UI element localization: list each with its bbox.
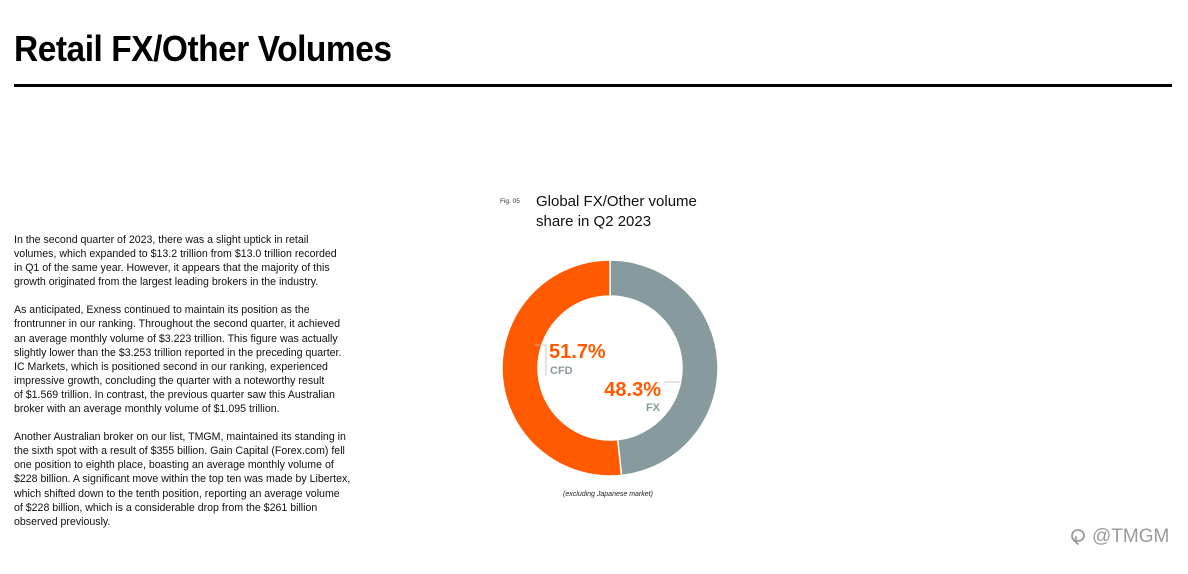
fx-slice: [609, 259, 719, 477]
cfd-leader-line: [535, 344, 547, 376]
figure-footnote: (excluding Japanese market): [563, 491, 653, 498]
article-body: In the second quarter of 2023, there was…: [14, 233, 386, 543]
watermark-text: @TMGM: [1092, 526, 1170, 547]
social-logo-icon: [1071, 529, 1085, 545]
paragraph-2: As anticipated, Exness continued to main…: [14, 304, 342, 416]
cfd-value-label: 51.7%: [549, 341, 606, 363]
donut-chart: 51.7% CFD 48.3% FX: [501, 259, 719, 477]
cfd-slice: [501, 259, 623, 477]
fx-value-label: 48.3%: [604, 379, 661, 401]
paragraph-1: In the second quarter of 2023, there was…: [14, 234, 337, 289]
figure-title: Global FX/Other volume share in Q2 2023: [536, 193, 697, 230]
cfd-name-label: CFD: [550, 365, 573, 377]
page-title: Retail FX/Other Volumes: [14, 28, 392, 69]
fx-name-label: FX: [646, 402, 661, 414]
paragraph-3: Another Australian broker on our list, T…: [14, 431, 351, 528]
watermark: @TMGM: [1068, 526, 1169, 548]
title-divider: [14, 84, 1172, 87]
figure-label: Fig. 05: [500, 198, 520, 205]
